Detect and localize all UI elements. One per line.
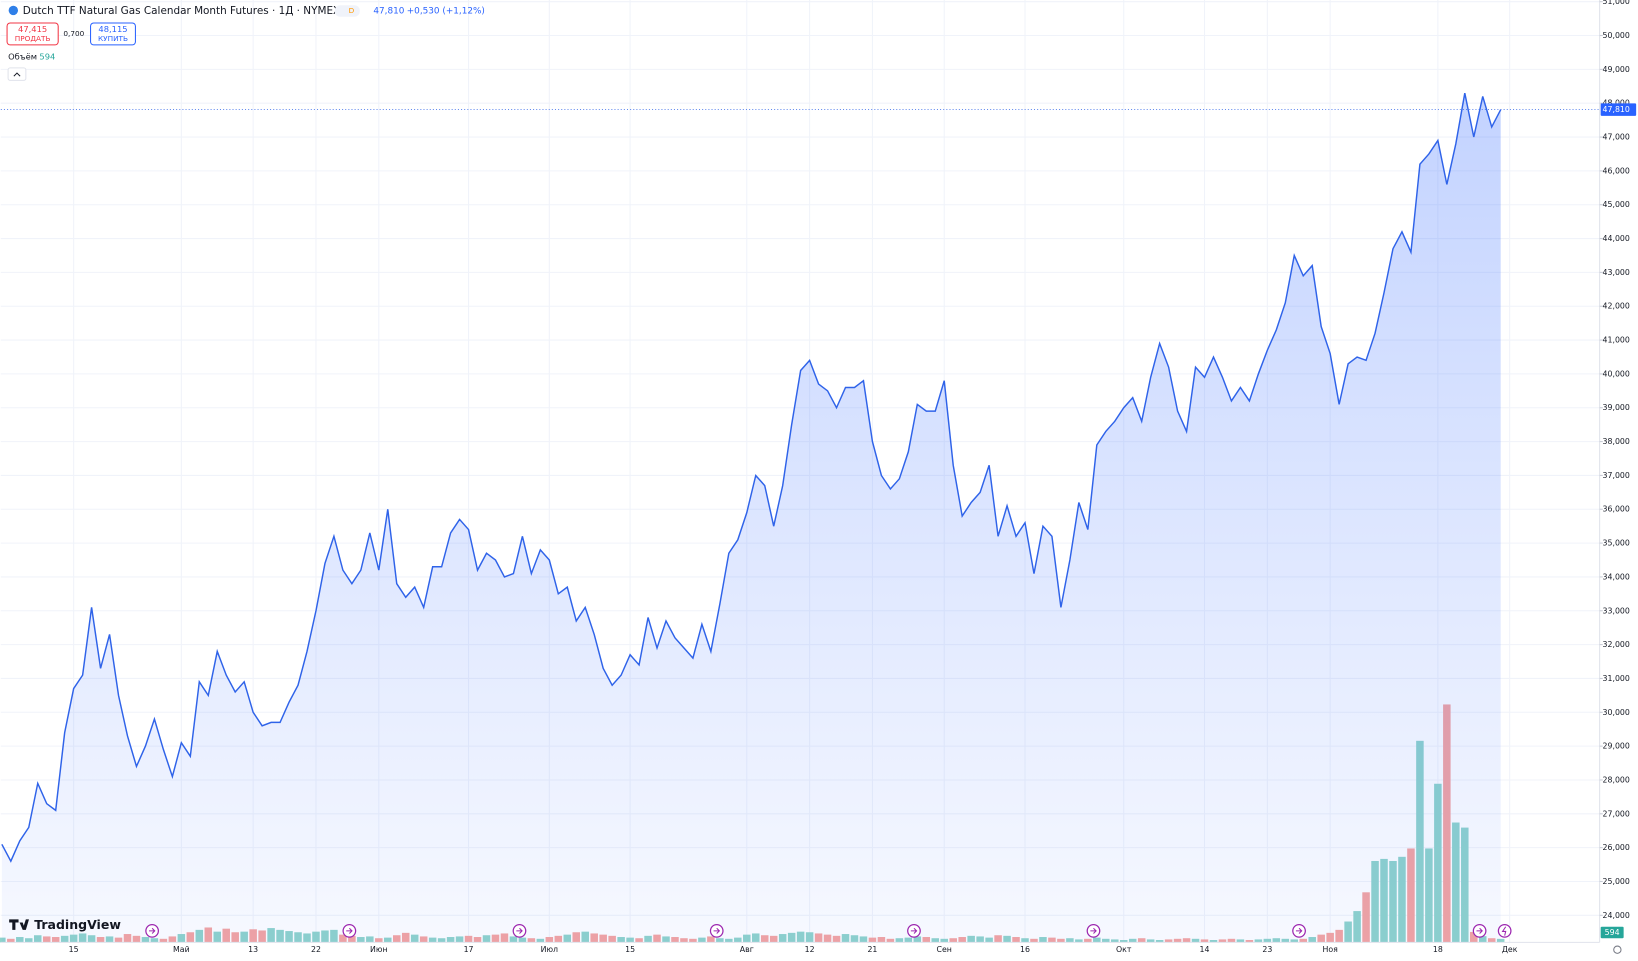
- y-tick-label: 49,000: [1603, 65, 1630, 74]
- y-tick-label: 50,000: [1603, 31, 1630, 40]
- sell-label: ПРОДАТЬ: [15, 34, 51, 43]
- sell-price: 47,415: [18, 24, 47, 34]
- x-tick-label: 13: [248, 945, 258, 954]
- x-tick-label: Окт: [1116, 945, 1132, 954]
- y-tick-label: 47,000: [1603, 133, 1630, 142]
- x-tick-label: Дек: [1502, 945, 1518, 954]
- buy-button[interactable]: [90, 22, 136, 46]
- events: [145, 924, 1622, 954]
- buy-price: 48,115: [98, 24, 127, 34]
- volume-legend-label: Объём: [8, 51, 37, 61]
- y-tick-label: 39,000: [1603, 403, 1630, 412]
- y-tick-label: 42,000: [1603, 302, 1630, 311]
- y-tick-label: 44,000: [1603, 234, 1630, 243]
- event-flash: [1501, 926, 1507, 936]
- y-tick-label: 35,000: [1603, 539, 1630, 548]
- x-tick-label: 23: [1262, 945, 1272, 954]
- y-tick-label: 45,000: [1603, 200, 1630, 209]
- buy-label: КУПИТЬ: [98, 34, 128, 43]
- y-tick-label: 33,000: [1603, 606, 1630, 615]
- badge: D: [349, 6, 355, 15]
- symbol-icon: [8, 5, 19, 16]
- x-tick-label: 17: [464, 945, 474, 954]
- y-tick-label: 29,000: [1603, 742, 1630, 751]
- legend-header: Dutch TTF Natural Gas Calendar Month Fut…: [6, 5, 485, 81]
- last-price: 47,810: [373, 6, 404, 16]
- x-tick-label: Авг: [740, 945, 754, 954]
- event-arrow: [1476, 927, 1483, 934]
- x-tick-label: Май: [173, 945, 190, 954]
- axes: 24,000 25,000 26,000 27,000 28,000 29,000 30,0…: [69, 0, 1637, 954]
- y-tick-label: 40,000: [1603, 369, 1630, 378]
- event-arrow: [713, 927, 721, 934]
- logo-text: TradingView: [34, 917, 121, 932]
- x-tick-label: Ноя: [1322, 945, 1338, 954]
- y-tick-label: 32,000: [1603, 640, 1630, 649]
- area: [1, 93, 1501, 943]
- event-arrow: [516, 927, 523, 934]
- spread: 0,700: [63, 29, 84, 38]
- collapse-icon: [13, 72, 21, 77]
- price-line: [1, 92, 1502, 863]
- y-tick-label: 36,000: [1603, 505, 1630, 514]
- y-tick-label: 30,000: [1603, 708, 1630, 717]
- logo: TradingView: [9, 917, 121, 932]
- logo-mark: [9, 919, 29, 930]
- x-tick-label: 12: [805, 945, 815, 954]
- x-tick-label: 16: [1020, 945, 1030, 954]
- y-tick-label: 24,000: [1603, 911, 1630, 920]
- x-tick-label: 22: [311, 945, 321, 954]
- event-arrow: [1295, 927, 1303, 934]
- symbol-title: Dutch TTF Natural Gas Calendar Month Fut…: [23, 5, 340, 17]
- event-arrow: [346, 927, 353, 934]
- event-arrow: [910, 927, 918, 934]
- last-price-tag: [1600, 103, 1637, 116]
- plot: [0, 92, 1600, 943]
- y-tick-label: 27,000: [1603, 809, 1630, 818]
- x-tick-label: 15: [69, 945, 79, 954]
- x-tick-label: Июл: [541, 945, 558, 954]
- event-arrow: [148, 927, 156, 934]
- x-tick-label: 15: [625, 945, 635, 954]
- y-tick-label: 38,000: [1603, 437, 1630, 446]
- y-tick-label: 51,000: [1603, 0, 1630, 6]
- y-tick-label: 48,000: [1603, 99, 1630, 108]
- collapse-button[interactable]: [7, 67, 27, 81]
- y-tick-label: 25,000: [1603, 877, 1630, 886]
- y-tick-label: 34,000: [1603, 572, 1630, 581]
- badge-bg: [334, 5, 360, 17]
- x-tick-label: Июн: [370, 945, 388, 954]
- x-tick-label: 18: [1433, 945, 1443, 954]
- y-tick-label: 31,000: [1603, 674, 1630, 683]
- volume-tag: [1600, 926, 1624, 939]
- price-change: +0,530 (+1,12%): [407, 6, 485, 16]
- sell-button[interactable]: [6, 22, 59, 46]
- event-arrow: [1090, 927, 1097, 934]
- volume-tag-label: 594: [1605, 928, 1620, 937]
- y-tick-label: 28,000: [1603, 775, 1630, 784]
- last-price-label: 47,810: [1603, 105, 1630, 114]
- y-tick-label: 46,000: [1603, 166, 1630, 175]
- volume-legend-value: 594: [39, 51, 55, 61]
- y-tick-label: 26,000: [1603, 843, 1630, 852]
- x-tick-label: 21: [867, 945, 877, 954]
- x-tick-label: Сен: [937, 945, 952, 954]
- x-tick-label: 14: [1200, 945, 1210, 954]
- y-tick-label: 41,000: [1603, 336, 1630, 345]
- settings-icon: [1613, 945, 1622, 954]
- y-tick-label: 37,000: [1603, 471, 1630, 480]
- y-tick-label: 43,000: [1603, 268, 1630, 277]
